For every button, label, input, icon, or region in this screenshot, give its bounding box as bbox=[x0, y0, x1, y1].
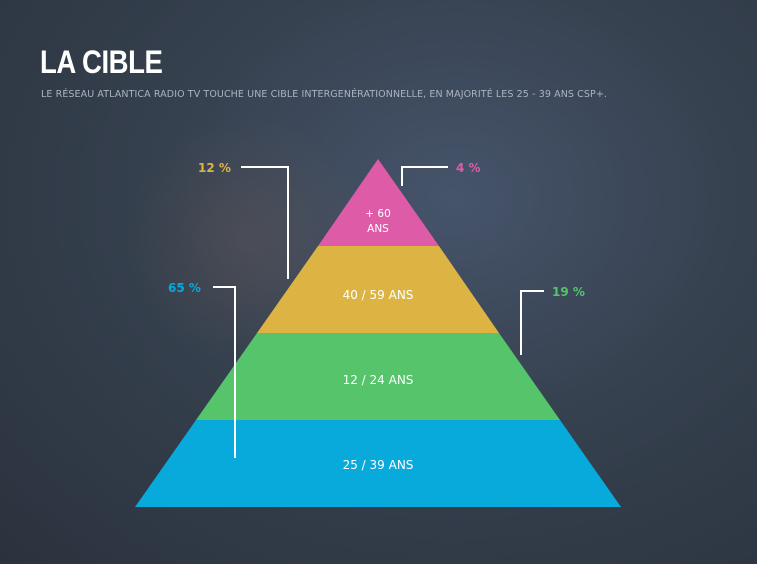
layer-label-60-plus-line2: ANS bbox=[367, 223, 389, 235]
layer-label-25-39: 25 / 39 ANS bbox=[343, 458, 414, 472]
pyramid-layer-25-39 bbox=[135, 420, 621, 507]
percent-label-25-39: 65 % bbox=[168, 281, 201, 295]
percent-label-40-59: 12 % bbox=[198, 161, 231, 175]
page-subtitle: LE RÉSEAU ATLANTICA RADIO TV TOUCHE UNE … bbox=[41, 89, 608, 100]
page-title: LA CIBLE bbox=[40, 44, 163, 80]
percent-label-12-24: 19 % bbox=[552, 285, 585, 299]
callout-line-12 bbox=[241, 166, 289, 279]
layer-label-40-59: 40 / 59 ANS bbox=[343, 288, 414, 302]
callout-line-4 bbox=[401, 166, 448, 186]
pyramid-layer-12-24 bbox=[196, 333, 560, 420]
pyramid-layer-40-59 bbox=[257, 246, 499, 333]
percent-label-60-plus: 4 % bbox=[456, 161, 481, 175]
layer-label-60-plus-line1: + 60 bbox=[365, 208, 391, 220]
callout-line-19 bbox=[520, 290, 544, 355]
pyramid-layer-60-plus bbox=[318, 159, 439, 246]
callout-line-65 bbox=[213, 286, 236, 458]
layer-label-12-24: 12 / 24 ANS bbox=[343, 373, 414, 387]
